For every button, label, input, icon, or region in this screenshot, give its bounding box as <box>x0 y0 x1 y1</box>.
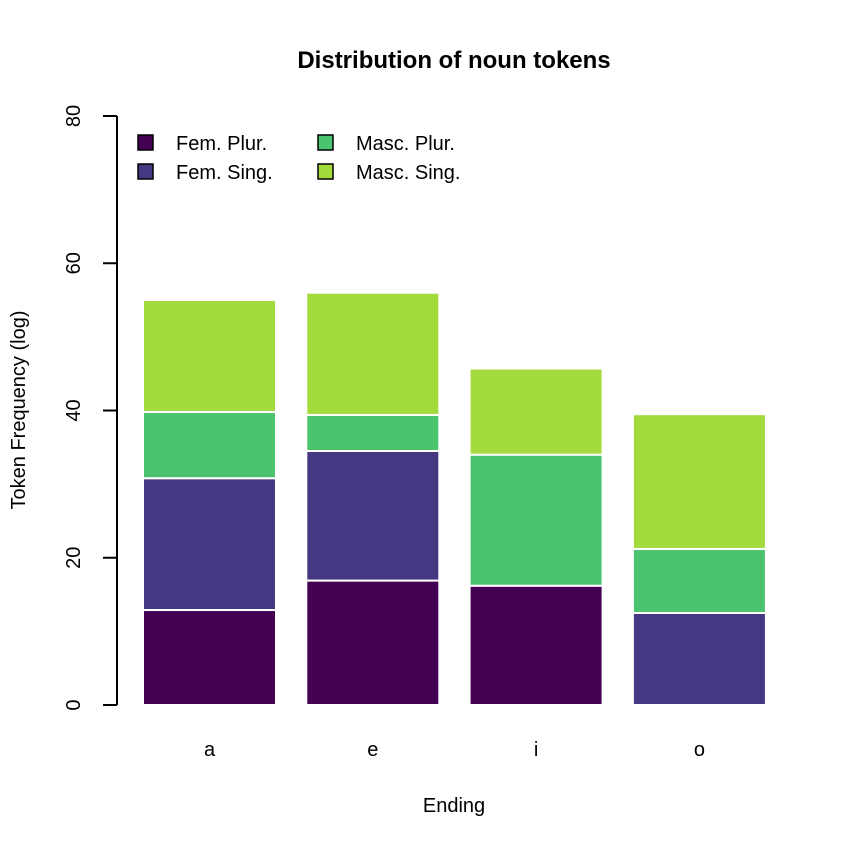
x-tick-label: o <box>694 739 705 761</box>
bars-group <box>142 291 767 706</box>
legend-swatch <box>317 134 334 151</box>
bar-segment-o-1 <box>631 611 767 706</box>
y-axis: 0 20 40 60 80 <box>63 105 118 711</box>
bar-segment-o-2 <box>631 547 767 614</box>
y-tick-label: 20 <box>63 547 85 569</box>
x-axis-label: Ending <box>423 795 485 817</box>
y-tick-label: 60 <box>63 252 85 274</box>
bar-segment-a-0 <box>142 609 277 706</box>
y-axis-label: Token Frequency (log) <box>8 311 30 510</box>
bar-segment-e-0 <box>305 579 441 706</box>
x-tick-label: i <box>534 739 538 761</box>
x-tick-label: e <box>367 739 378 761</box>
legend-label: Fem. Plur. <box>176 133 267 155</box>
bar-segment-i-2 <box>468 453 604 587</box>
legend-label: Fem. Sing. <box>176 162 273 184</box>
y-tick-label: 80 <box>63 105 85 127</box>
bar-segment-i-0 <box>468 584 604 706</box>
bar-segment-e-1 <box>305 449 441 582</box>
bar-segment-e-3 <box>305 291 441 416</box>
bar-segment-o-3 <box>631 413 767 550</box>
legend-swatch <box>137 163 154 180</box>
bar-segment-a-3 <box>142 299 277 413</box>
bar-segment-i-3 <box>468 367 604 456</box>
legend-label: Masc. Sing. <box>356 162 460 184</box>
legend-label: Masc. Plur. <box>356 133 455 155</box>
bar-segment-a-1 <box>142 477 277 612</box>
chart-title: Distribution of noun tokens <box>297 47 610 74</box>
bar-segment-e-2 <box>305 413 441 452</box>
legend-swatch <box>137 134 154 151</box>
legend: Fem. Plur. Fem. Sing. Masc. Plur. Masc. Sin… <box>137 133 460 184</box>
y-tick-label: 0 <box>63 699 85 710</box>
bar-segment-a-2 <box>142 410 277 480</box>
x-tick-label: a <box>204 739 216 761</box>
legend-swatch <box>317 163 334 180</box>
y-tick-label: 40 <box>63 399 85 421</box>
